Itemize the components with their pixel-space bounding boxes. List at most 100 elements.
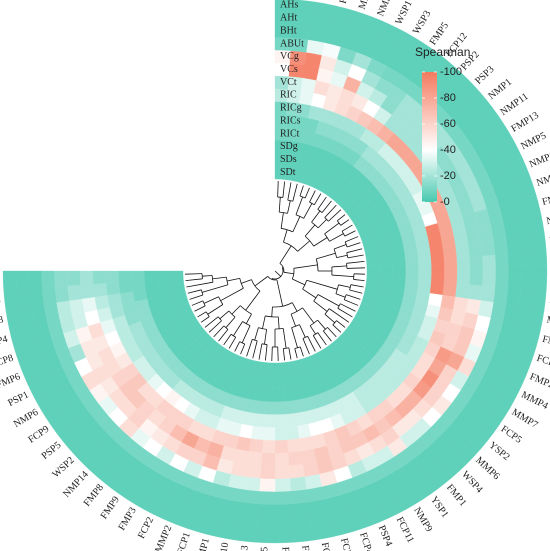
dendrogram-branch [217,316,222,322]
dendrogram-branch [245,313,252,324]
heatmap-cell [274,490,292,505]
heatmap-cell [257,503,276,518]
heatmap-cell [285,412,298,428]
heatmap-cell [260,452,276,467]
dendrogram-branch [277,346,279,361]
dendrogram-branch [292,183,298,202]
heatmap-cell [264,401,276,415]
dendrogram-branch [304,187,310,199]
dendrogram-branch [242,321,251,326]
heatmap-cell [392,270,406,281]
dendrogram-branch [304,224,316,237]
heatmap-cell [69,298,85,316]
column-label: FCP2 [136,515,156,540]
dendrogram [185,181,365,361]
row-label: RICs [280,115,301,126]
heatmap-cell [456,256,471,272]
heatmap-cell [293,527,314,543]
heatmap-cell [286,438,302,453]
heatmap-cell [302,65,320,81]
column-label: NMP9 [411,505,434,534]
heatmap-cell [379,270,393,280]
dendrogram-branch [327,327,337,338]
heatmap-cell [236,527,257,543]
dendrogram-branch [240,305,252,315]
dendrogram-branch [271,346,273,361]
column-label: MMP1 [194,537,212,551]
row-label: AHt [280,13,297,24]
dendrogram-branch [265,315,279,318]
dendrogram-branch [194,305,206,312]
dendrogram-branch [346,260,365,264]
heatmap-cell [480,239,496,257]
dendrogram-branch [324,313,335,324]
dendrogram-branch [303,203,313,219]
dendrogram-branch [191,300,204,306]
column-label: FMP3 [117,505,139,532]
heatmap-cell [245,463,262,479]
dendrogram-branch [299,185,304,197]
heatmap-cell [274,401,286,415]
dendrogram-branch [233,321,243,336]
dendrogram-branch [332,320,337,326]
dendrogram-branch [313,332,318,336]
column-label: FCP1 [175,531,193,551]
dendrogram-branch [313,193,322,205]
heatmap-cell [493,286,508,305]
dendrogram-branch [264,329,267,345]
dendrogram-branch [234,341,240,352]
heatmap-cell [248,438,264,453]
dendrogram-branch [311,210,321,223]
dendrogram-branch [288,347,292,360]
column-label: FCP3 [0,295,1,308]
column-label: PSP4 [376,524,394,548]
heatmap-cell [258,490,276,505]
heatmap-cell [274,452,290,467]
dendrogram-branch [328,209,342,222]
heatmap-cell [256,516,276,531]
dendrogram-branch [323,330,332,342]
dendrogram-branch [274,328,284,330]
heatmap-cell [274,439,289,454]
column-label: WSP4 [459,469,484,495]
heatmap-cell [106,281,121,296]
row-label: VCs [280,64,298,75]
column-label: FCP11 [394,515,416,544]
dendrogram-branch [309,190,316,203]
heatmap-cell [252,412,265,428]
heatmap-cell [442,244,457,260]
heatmap-cell [520,252,535,272]
dendrogram-branch [299,324,306,338]
legend-tick-label: -20 [440,170,456,182]
heatmap-cell [430,258,445,272]
heatmap-cell [292,514,313,530]
legend-title: Spearman [415,45,470,59]
dendrogram-branch [228,310,236,318]
heatmap-cell [430,270,445,284]
heatmap-cell [2,270,17,291]
column-label: FMP9 [99,494,122,521]
heatmap-cell [440,232,456,248]
dendrogram-branch [282,328,287,349]
dendrogram-branch [279,245,292,264]
heatmap-cell [404,250,419,262]
heatmap-cell [533,251,548,272]
dendrogram-branch [337,307,353,318]
column-label: FMP1 [444,482,468,508]
column-label: FMP5 [428,20,451,47]
heatmap-cell [298,436,314,452]
heatmap-cell [274,426,288,441]
column-label: FCP7 [319,542,334,551]
dendrogram-branch [202,300,206,307]
dendrogram-branch [297,240,311,252]
dendrogram-branch [317,196,327,210]
dendrogram-branch [302,338,310,355]
column-label: PSP3 [473,64,496,87]
heatmap-cell [274,362,283,377]
dendrogram-branch [302,307,315,324]
column-label: FCP5 [499,424,524,446]
dendrogram-branch [315,258,319,272]
dendrogram-branch [226,277,240,282]
dendrogram-branch [309,201,315,206]
heatmap-cell [285,425,300,440]
